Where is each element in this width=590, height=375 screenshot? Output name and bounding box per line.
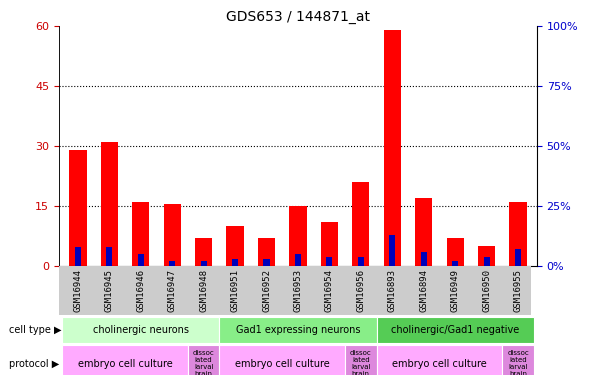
Bar	[195, 238, 212, 266]
Bar	[219, 317, 376, 343]
Text: GSM16950: GSM16950	[482, 268, 491, 312]
Text: cholinergic/Gad1 negative: cholinergic/Gad1 negative	[391, 325, 519, 335]
Bar	[326, 256, 332, 266]
Title: GDS653 / 144871_at: GDS653 / 144871_at	[226, 10, 370, 24]
Bar	[358, 256, 364, 266]
Text: dissoc
iated
larval
brain: dissoc iated larval brain	[193, 350, 215, 375]
Text: GSM16945: GSM16945	[105, 268, 114, 312]
Bar	[421, 252, 427, 266]
Bar	[69, 150, 87, 266]
Bar	[321, 222, 338, 266]
Text: GSM16894: GSM16894	[419, 268, 428, 312]
Bar	[376, 317, 534, 343]
Text: GSM16956: GSM16956	[356, 268, 365, 312]
Bar	[509, 202, 527, 266]
Bar	[75, 247, 81, 266]
Bar	[384, 30, 401, 266]
Bar	[452, 261, 458, 266]
Text: GSM16952: GSM16952	[262, 268, 271, 312]
Bar	[352, 182, 369, 266]
Bar	[188, 345, 219, 375]
Text: embryo cell culture: embryo cell culture	[235, 359, 330, 369]
Bar	[219, 345, 345, 375]
Bar	[264, 259, 270, 266]
Text: cell type ▶: cell type ▶	[9, 325, 61, 335]
Bar	[62, 317, 219, 343]
Bar	[389, 235, 395, 266]
Text: GSM16951: GSM16951	[231, 268, 240, 312]
Bar	[502, 345, 534, 375]
Bar	[345, 345, 376, 375]
Bar	[62, 345, 188, 375]
Text: embryo cell culture: embryo cell culture	[392, 359, 487, 369]
Bar	[515, 249, 521, 266]
Bar	[478, 246, 495, 266]
Bar	[415, 198, 432, 266]
Text: GSM16953: GSM16953	[293, 268, 303, 312]
Bar	[258, 238, 275, 266]
Bar	[101, 142, 118, 266]
Text: protocol ▶: protocol ▶	[9, 359, 59, 369]
Text: GSM16948: GSM16948	[199, 268, 208, 312]
Bar	[484, 256, 490, 266]
Text: GSM16946: GSM16946	[136, 268, 145, 312]
Text: GSM16954: GSM16954	[325, 268, 334, 312]
Text: GSM16955: GSM16955	[513, 268, 523, 312]
Text: GSM16944: GSM16944	[73, 268, 83, 312]
Bar	[132, 202, 149, 266]
Text: dissoc
iated
larval
brain: dissoc iated larval brain	[507, 350, 529, 375]
Bar	[295, 254, 301, 266]
Bar	[201, 261, 206, 266]
Text: GSM16893: GSM16893	[388, 268, 396, 312]
Bar	[163, 204, 181, 266]
Bar	[169, 261, 175, 266]
Bar	[376, 345, 502, 375]
Text: GSM16947: GSM16947	[168, 268, 176, 312]
Bar	[447, 238, 464, 266]
Text: GSM16949: GSM16949	[451, 268, 460, 312]
Bar	[137, 254, 144, 266]
Text: Gad1 expressing neurons: Gad1 expressing neurons	[235, 325, 360, 335]
Bar	[232, 259, 238, 266]
Text: dissoc
iated
larval
brain: dissoc iated larval brain	[350, 350, 372, 375]
Text: cholinergic neurons: cholinergic neurons	[93, 325, 189, 335]
Bar	[227, 226, 244, 266]
Bar	[289, 206, 307, 266]
Bar	[106, 247, 112, 266]
Text: embryo cell culture: embryo cell culture	[78, 359, 172, 369]
